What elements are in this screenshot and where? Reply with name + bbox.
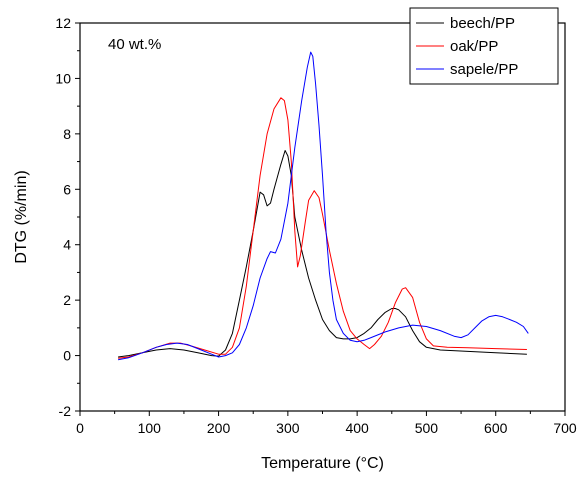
y-tick-label: 12 xyxy=(55,15,71,31)
y-tick-label: 2 xyxy=(63,292,71,308)
y-tick-label: -2 xyxy=(59,403,72,419)
x-axis-ticks: 0 100 200 300 400 500 600 700 xyxy=(76,411,577,436)
x-tick-label: 0 xyxy=(76,420,84,436)
series-line-oak-pp xyxy=(118,97,527,359)
y-axis-ticks: -2 0 2 4 6 8 10 12 xyxy=(55,15,80,419)
series-line-sapele-pp xyxy=(118,51,529,361)
x-tick-label: 500 xyxy=(415,420,439,436)
legend-label: sapele/PP xyxy=(450,61,518,78)
x-tick-label: 600 xyxy=(484,420,508,436)
x-tick-label: 200 xyxy=(207,420,231,436)
y-axis-label: DTG (%/min) xyxy=(13,170,30,263)
y-tick-label: 0 xyxy=(63,348,71,364)
legend: beech/PP oak/PP sapele/PP xyxy=(409,7,559,85)
y-tick-label: 4 xyxy=(63,237,71,253)
x-tick-label: 100 xyxy=(138,420,162,436)
y-tick-label: 8 xyxy=(63,126,71,142)
legend-label: oak/PP xyxy=(450,38,498,55)
annotation-label: 40 wt.% xyxy=(108,36,161,53)
legend-label: beech/PP xyxy=(450,15,515,32)
x-tick-label: 700 xyxy=(553,420,577,436)
y-tick-label: 6 xyxy=(63,181,71,197)
x-axis-label: Temperature (°C) xyxy=(261,455,384,472)
x-tick-label: 300 xyxy=(276,420,300,436)
x-tick-label: 400 xyxy=(345,420,369,436)
series-layer xyxy=(118,51,529,361)
y-tick-label: 10 xyxy=(55,70,71,86)
